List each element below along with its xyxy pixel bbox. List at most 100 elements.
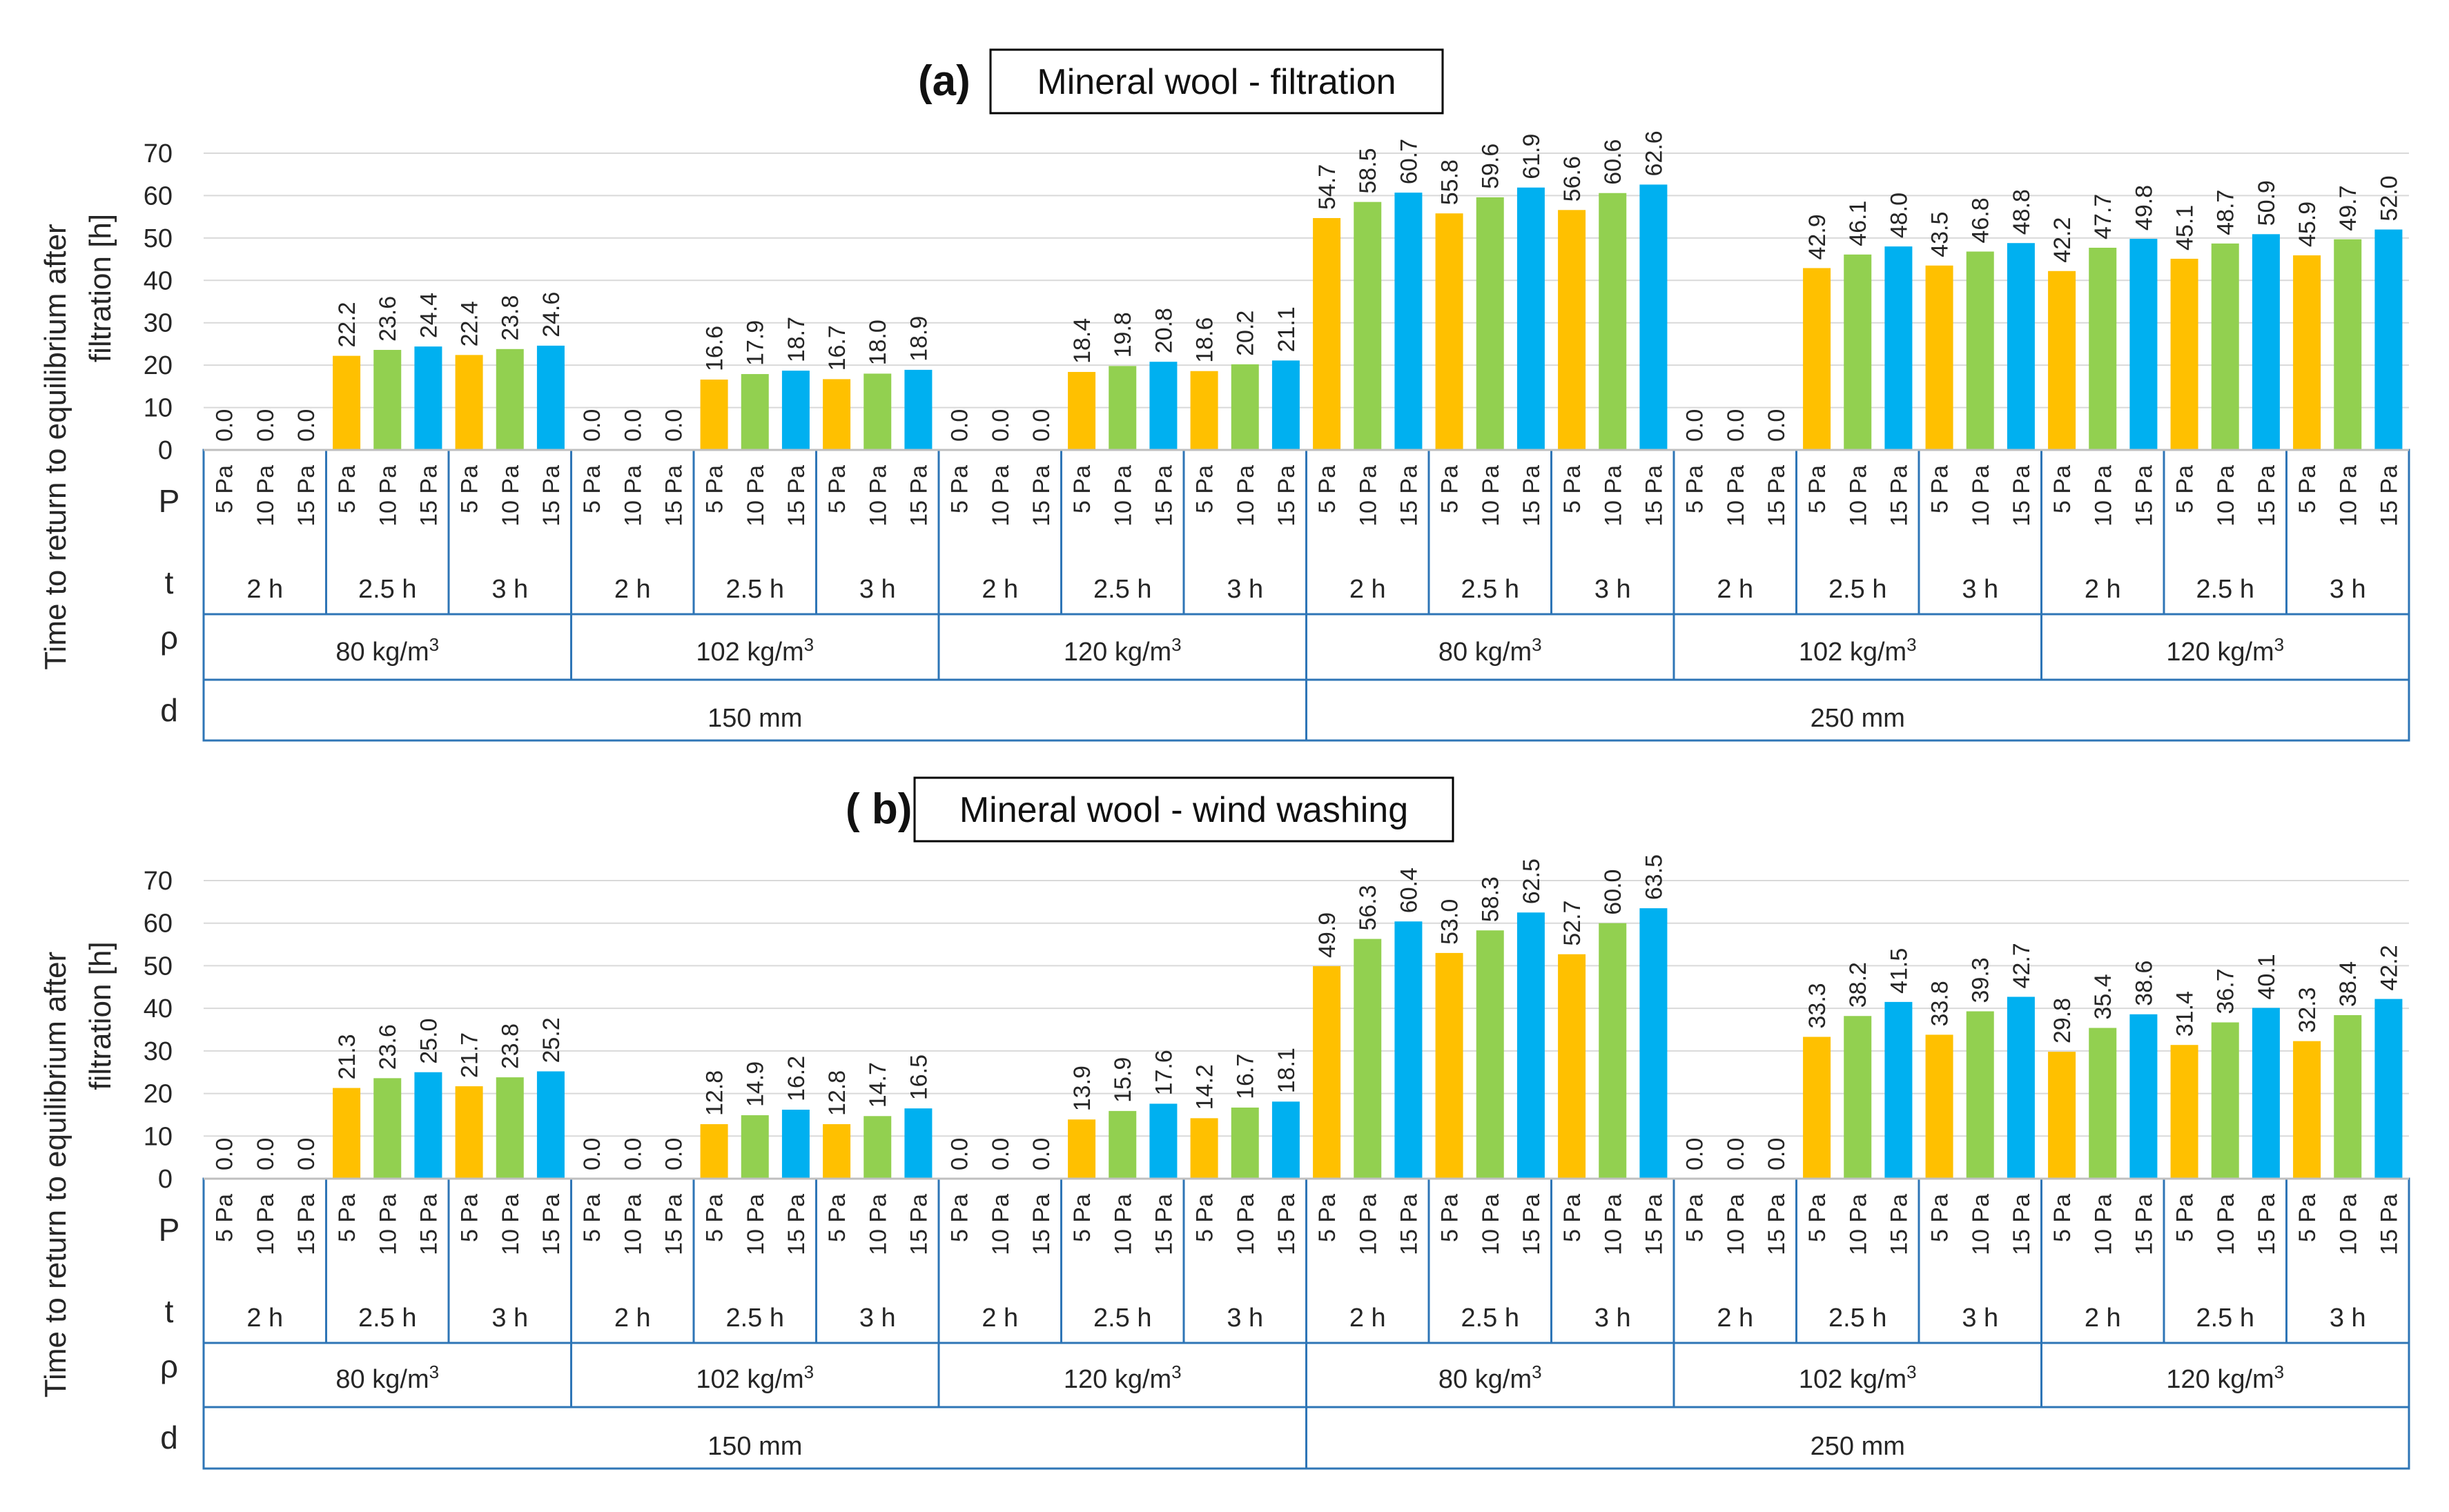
bar xyxy=(496,1077,524,1179)
title-box xyxy=(989,48,1444,115)
bar xyxy=(2089,1028,2117,1179)
density-label: 102 kg/m3 xyxy=(696,634,814,667)
pressure-label: 5 Pa xyxy=(334,465,360,513)
chart-title: Mineral wool - filtration xyxy=(1037,62,1396,102)
y-axis-title-line1: Time to return to equilibrium after xyxy=(39,224,72,669)
category-table: 5 Pa 10 Pa 15 Pa 5 Pa 10 Pa 15 Pa 5 Pa 10 Pa 15 … xyxy=(202,449,2410,742)
pressure-label: 15 Pa xyxy=(2009,465,2035,527)
bar-value-label: 60.0 xyxy=(1600,870,1626,915)
pressure-label: 10 Pa xyxy=(1355,1194,1381,1255)
pressure-label: 10 Pa xyxy=(1478,465,1504,527)
pressure-label: 10 Pa xyxy=(1600,465,1626,527)
bar xyxy=(823,379,851,450)
bar-value-label: 0.0 xyxy=(1764,1138,1790,1170)
y-tick-label: 0 xyxy=(158,1165,173,1194)
bar xyxy=(1639,184,1668,450)
bar-value-label: 0.0 xyxy=(1028,1138,1055,1170)
bar xyxy=(2048,271,2076,450)
pressure-label: 5 Pa xyxy=(212,1194,238,1242)
y-tick-label: 70 xyxy=(144,139,173,168)
time-label: 2.5 h xyxy=(358,1304,417,1333)
bar xyxy=(2048,1052,2076,1179)
bar xyxy=(1803,268,1831,450)
bar xyxy=(414,346,442,450)
time-label: 3 h xyxy=(1594,1304,1631,1333)
y-tick-label: 20 xyxy=(144,1080,173,1109)
bar-value-label: 62.5 xyxy=(1519,858,1545,904)
bar-value-label: 45.9 xyxy=(2294,202,2321,247)
bar xyxy=(823,1124,851,1179)
pressure-label: 10 Pa xyxy=(1110,465,1136,527)
bar xyxy=(2007,996,2035,1179)
bar-value-label: 39.3 xyxy=(1968,957,1994,1003)
pressure-label: 5 Pa xyxy=(1314,1194,1340,1242)
pressure-label: 10 Pa xyxy=(2335,1194,2361,1255)
bar xyxy=(1884,1001,1913,1179)
pressure-label: 10 Pa xyxy=(1110,1194,1136,1255)
bar xyxy=(2211,243,2239,450)
y-tick-label: 70 xyxy=(144,867,173,896)
bar xyxy=(1966,1011,1994,1179)
pressure-label: 15 Pa xyxy=(1151,465,1177,527)
time-label: 2 h xyxy=(1717,575,1753,604)
bar-value-label: 16.5 xyxy=(906,1054,932,1100)
category-table: 5 Pa 10 Pa 15 Pa 5 Pa 10 Pa 15 Pa 5 Pa 10 Pa 15 … xyxy=(202,1177,2410,1470)
pressure-label: 5 Pa xyxy=(1927,465,1953,513)
bar xyxy=(1149,362,1178,450)
density-label: 120 kg/m3 xyxy=(2166,634,2284,667)
panel-letter-b: ( b) xyxy=(846,785,912,833)
bar-value-label: 19.8 xyxy=(1110,312,1136,357)
bar-value-label: 0.0 xyxy=(620,1138,646,1170)
bar xyxy=(1803,1037,1831,1179)
bar xyxy=(1190,1118,1218,1179)
bar xyxy=(1966,251,1994,450)
y-tick-label: 40 xyxy=(144,266,173,295)
pressure-label: 5 Pa xyxy=(1314,465,1340,513)
pressure-label: 15 Pa xyxy=(293,1194,320,1255)
pressure-label: 15 Pa xyxy=(2254,1194,2280,1255)
density-label: 80 kg/m3 xyxy=(335,634,439,667)
bar-value-label: 21.1 xyxy=(1274,306,1300,352)
pressure-label: 5 Pa xyxy=(1437,465,1463,513)
bar-value-label: 23.6 xyxy=(375,296,401,342)
bar xyxy=(1068,1119,1096,1179)
bar-value-label: 25.0 xyxy=(416,1019,442,1064)
pressure-label: 5 Pa xyxy=(579,1194,605,1242)
bar-value-label: 15.9 xyxy=(1110,1057,1136,1103)
pressure-label: 5 Pa xyxy=(2294,465,2321,513)
bar-value-label: 16.7 xyxy=(1233,1054,1259,1099)
bar-value-label: 36.7 xyxy=(2213,968,2239,1014)
time-label: 3 h xyxy=(1962,1304,1998,1333)
row-label-d: d xyxy=(160,692,178,728)
pressure-label: 15 Pa xyxy=(538,465,565,527)
bar xyxy=(1109,366,1137,450)
time-label: 2 h xyxy=(1717,1304,1753,1333)
pressure-label: 5 Pa xyxy=(1559,1194,1585,1242)
bar xyxy=(741,1115,769,1179)
bar-value-label: 14.7 xyxy=(865,1062,891,1108)
bar-value-label: 49.9 xyxy=(1314,912,1340,958)
bar xyxy=(455,1086,483,1179)
time-label: 3 h xyxy=(2330,1304,2366,1333)
pressure-label: 15 Pa xyxy=(1396,1194,1422,1255)
bar-value-label: 0.0 xyxy=(253,1138,279,1170)
bar xyxy=(1354,202,1382,450)
time-label: 2 h xyxy=(1349,575,1386,604)
time-label: 2 h xyxy=(2085,575,2121,604)
bar xyxy=(2293,255,2321,450)
pressure-label: 10 Pa xyxy=(498,1194,524,1255)
time-label: 2.5 h xyxy=(358,575,417,604)
bar-value-label: 46.8 xyxy=(1968,197,1994,243)
time-label: 3 h xyxy=(859,1304,896,1333)
bar xyxy=(2089,247,2117,450)
pressure-label: 15 Pa xyxy=(1886,1194,1912,1255)
bar-value-label: 12.8 xyxy=(824,1070,850,1116)
y-tick-label: 60 xyxy=(144,181,173,210)
pressure-label: 5 Pa xyxy=(2049,1194,2076,1242)
y-axis-title-line2: filtration [h] xyxy=(84,214,117,362)
y-tick-label: 0 xyxy=(158,436,173,465)
bar-value-label: 0.0 xyxy=(253,409,279,442)
bar-value-label: 31.4 xyxy=(2172,991,2198,1037)
row-label-p: P xyxy=(159,483,180,519)
bar-value-label: 48.8 xyxy=(2009,189,2035,235)
